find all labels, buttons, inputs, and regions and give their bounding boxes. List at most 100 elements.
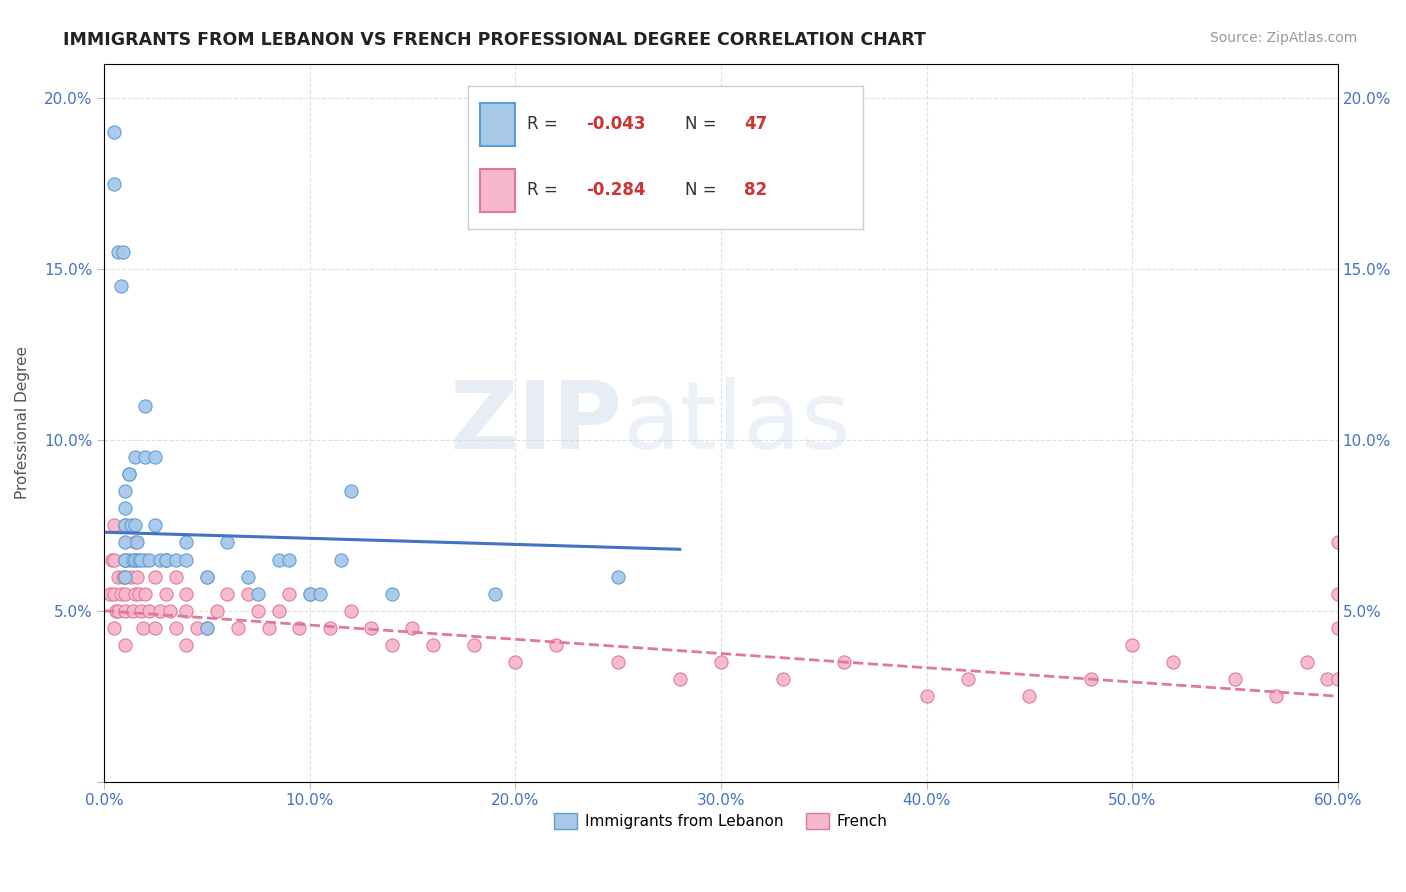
- Point: [107, 245, 129, 260]
- Point: [110, 587, 132, 601]
- Point: [134, 587, 156, 601]
- Point: [288, 621, 311, 635]
- Point: [484, 587, 506, 601]
- Point: [1018, 690, 1040, 704]
- Text: atlas: atlas: [623, 376, 851, 469]
- Point: [1265, 690, 1288, 704]
- Point: [1326, 672, 1348, 686]
- Point: [401, 621, 423, 635]
- Point: [165, 552, 187, 566]
- Point: [114, 604, 136, 618]
- Point: [121, 604, 143, 618]
- Point: [138, 604, 160, 618]
- Point: [1121, 638, 1143, 652]
- Point: [124, 552, 146, 566]
- Point: [114, 518, 136, 533]
- Point: [195, 569, 218, 583]
- Point: [710, 655, 733, 669]
- Point: [103, 518, 125, 533]
- Point: [176, 552, 198, 566]
- Point: [124, 535, 146, 549]
- Point: [114, 552, 136, 566]
- Point: [155, 552, 177, 566]
- Point: [176, 604, 198, 618]
- Point: [124, 518, 146, 533]
- Point: [422, 638, 444, 652]
- Point: [138, 552, 160, 566]
- Point: [772, 672, 794, 686]
- Point: [176, 587, 198, 601]
- Point: [149, 604, 172, 618]
- Point: [134, 450, 156, 464]
- Point: [155, 552, 177, 566]
- Point: [195, 621, 218, 635]
- Point: [1326, 621, 1348, 635]
- Point: [105, 604, 128, 618]
- Point: [145, 450, 167, 464]
- Point: [247, 604, 270, 618]
- Point: [329, 552, 352, 566]
- Point: [103, 621, 125, 635]
- Point: [915, 690, 938, 704]
- Point: [114, 569, 136, 583]
- Point: [278, 587, 301, 601]
- Point: [149, 552, 172, 566]
- Point: [298, 587, 321, 601]
- Point: [114, 552, 136, 566]
- Point: [267, 552, 290, 566]
- Point: [103, 125, 125, 139]
- Point: [101, 552, 124, 566]
- Point: [124, 450, 146, 464]
- Point: [118, 467, 141, 482]
- Point: [165, 569, 187, 583]
- Point: [298, 587, 321, 601]
- Point: [236, 587, 259, 601]
- Point: [278, 552, 301, 566]
- Point: [195, 569, 218, 583]
- Point: [114, 518, 136, 533]
- Point: [129, 552, 152, 566]
- Point: [1326, 535, 1348, 549]
- Point: [217, 535, 239, 549]
- Point: [110, 279, 132, 293]
- Point: [1296, 655, 1319, 669]
- Point: [114, 638, 136, 652]
- Point: [118, 467, 141, 482]
- Point: [128, 587, 150, 601]
- Point: [956, 672, 979, 686]
- Point: [128, 552, 150, 566]
- Point: [111, 569, 134, 583]
- Point: [1316, 672, 1339, 686]
- Point: [114, 569, 136, 583]
- Point: [145, 621, 167, 635]
- Point: [607, 569, 630, 583]
- Point: [176, 535, 198, 549]
- Point: [114, 501, 136, 516]
- Point: [155, 552, 177, 566]
- Point: [176, 638, 198, 652]
- Point: [98, 587, 121, 601]
- Point: [217, 587, 239, 601]
- Point: [103, 552, 125, 566]
- Point: [145, 569, 167, 583]
- Point: [114, 484, 136, 499]
- Point: [120, 518, 142, 533]
- Point: [1161, 655, 1184, 669]
- Point: [1080, 672, 1102, 686]
- Point: [111, 245, 134, 260]
- Point: [267, 604, 290, 618]
- Point: [145, 518, 167, 533]
- Point: [124, 587, 146, 601]
- Point: [205, 604, 228, 618]
- Point: [120, 569, 142, 583]
- Point: [186, 621, 208, 635]
- Point: [107, 569, 129, 583]
- Text: IMMIGRANTS FROM LEBANON VS FRENCH PROFESSIONAL DEGREE CORRELATION CHART: IMMIGRANTS FROM LEBANON VS FRENCH PROFES…: [63, 31, 927, 49]
- Point: [247, 587, 270, 601]
- Point: [607, 655, 630, 669]
- Point: [195, 621, 218, 635]
- Point: [381, 638, 404, 652]
- Point: [668, 672, 690, 686]
- Point: [124, 552, 146, 566]
- Point: [360, 621, 382, 635]
